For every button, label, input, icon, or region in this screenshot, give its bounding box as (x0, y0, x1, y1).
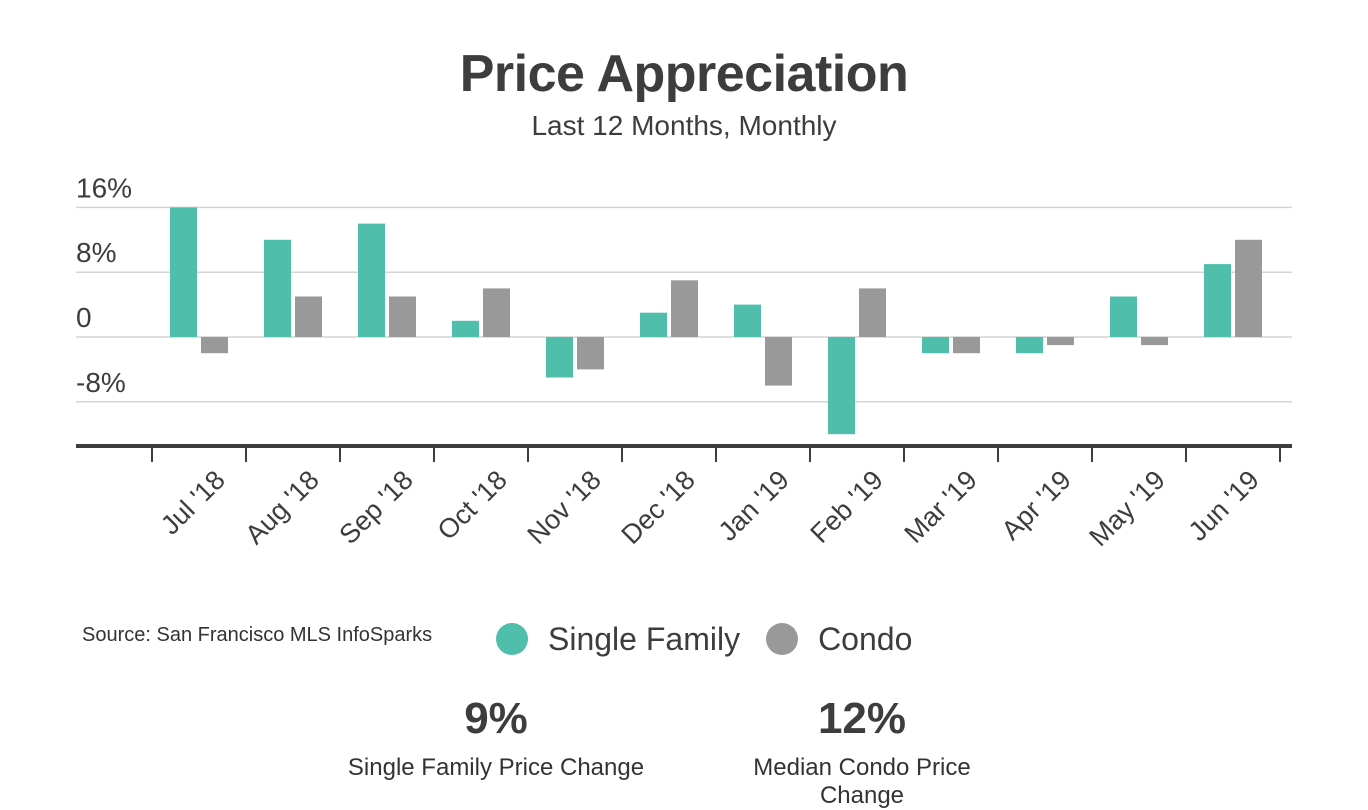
bar-condo (671, 280, 698, 337)
single-family-stat-label: Single Family Price Change (347, 754, 645, 781)
bar-single-family (170, 207, 197, 337)
y-tick-label: 16% (76, 172, 132, 203)
single-family-stat-value: 9% (464, 694, 528, 743)
legend-swatch-condo (766, 623, 799, 655)
x-tick-label: Feb '19 (805, 465, 889, 549)
bar-condo (577, 337, 604, 370)
x-tick-label: Dec '18 (615, 465, 700, 550)
bar-condo (201, 337, 228, 354)
legend-label-single-family: Single Family (548, 620, 741, 657)
condo-stat: 12% Median Condo Price Change (712, 694, 1012, 810)
legend: Single Family Condo (496, 617, 938, 661)
bar-single-family (546, 337, 573, 378)
x-tick-label: Apr '19 (996, 465, 1077, 546)
y-tick-label: -8% (76, 367, 126, 398)
y-tick-label: 0 (76, 302, 92, 333)
x-tick-label: Oct '18 (432, 465, 513, 546)
bar-single-family (452, 320, 479, 337)
x-tick-label: Aug '18 (239, 465, 324, 550)
x-tick-label: Jan '19 (713, 465, 795, 547)
bar-condo (389, 296, 416, 337)
bar-chart: 16% 8% 0 -8% Jul '18 Aug '18 Sep '18 Oct '18 Nov… (76, 172, 1292, 552)
bar-condo (1235, 239, 1262, 337)
x-tick-label: Jul '18 (155, 465, 231, 541)
x-tick-label: Mar '19 (899, 465, 983, 549)
bar-condo (1047, 337, 1074, 346)
condo-stat-value: 12% (817, 694, 907, 743)
x-tick-label: Sep '18 (333, 465, 418, 550)
x-tick-label: Jun '19 (1183, 465, 1265, 547)
bar-single-family (1110, 296, 1137, 337)
chart-subtitle: Last 12 Months, Monthly (531, 110, 837, 141)
bar-single-family (640, 312, 667, 337)
bar-condo (765, 337, 792, 386)
bar-single-family (828, 337, 855, 435)
legend-item-condo: Condo (766, 621, 912, 658)
bar-single-family (1204, 264, 1231, 337)
bar-single-family (922, 337, 949, 354)
bar-condo (295, 296, 322, 337)
bar-condo (1141, 337, 1168, 346)
single-family-stat: 9% Single Family Price Change (346, 694, 646, 782)
bar-condo (953, 337, 980, 354)
x-tick-label: Nov '18 (521, 465, 606, 550)
bar-condo (483, 288, 510, 337)
bar-single-family (734, 304, 761, 337)
legend-item-single-family: Single Family (496, 621, 740, 658)
bar-condo (859, 288, 886, 337)
legend-swatch-single-family (496, 623, 528, 655)
y-tick-label: 8% (76, 237, 116, 268)
bar-single-family (358, 223, 385, 337)
bar-single-family (1016, 337, 1043, 354)
bar-single-family (264, 239, 291, 337)
chart-title: Price Appreciation (459, 45, 909, 103)
legend-label-condo: Condo (818, 620, 913, 657)
source-note: Source: San Francisco MLS InfoSparks (82, 624, 433, 646)
x-tick-label: May '19 (1083, 465, 1170, 552)
